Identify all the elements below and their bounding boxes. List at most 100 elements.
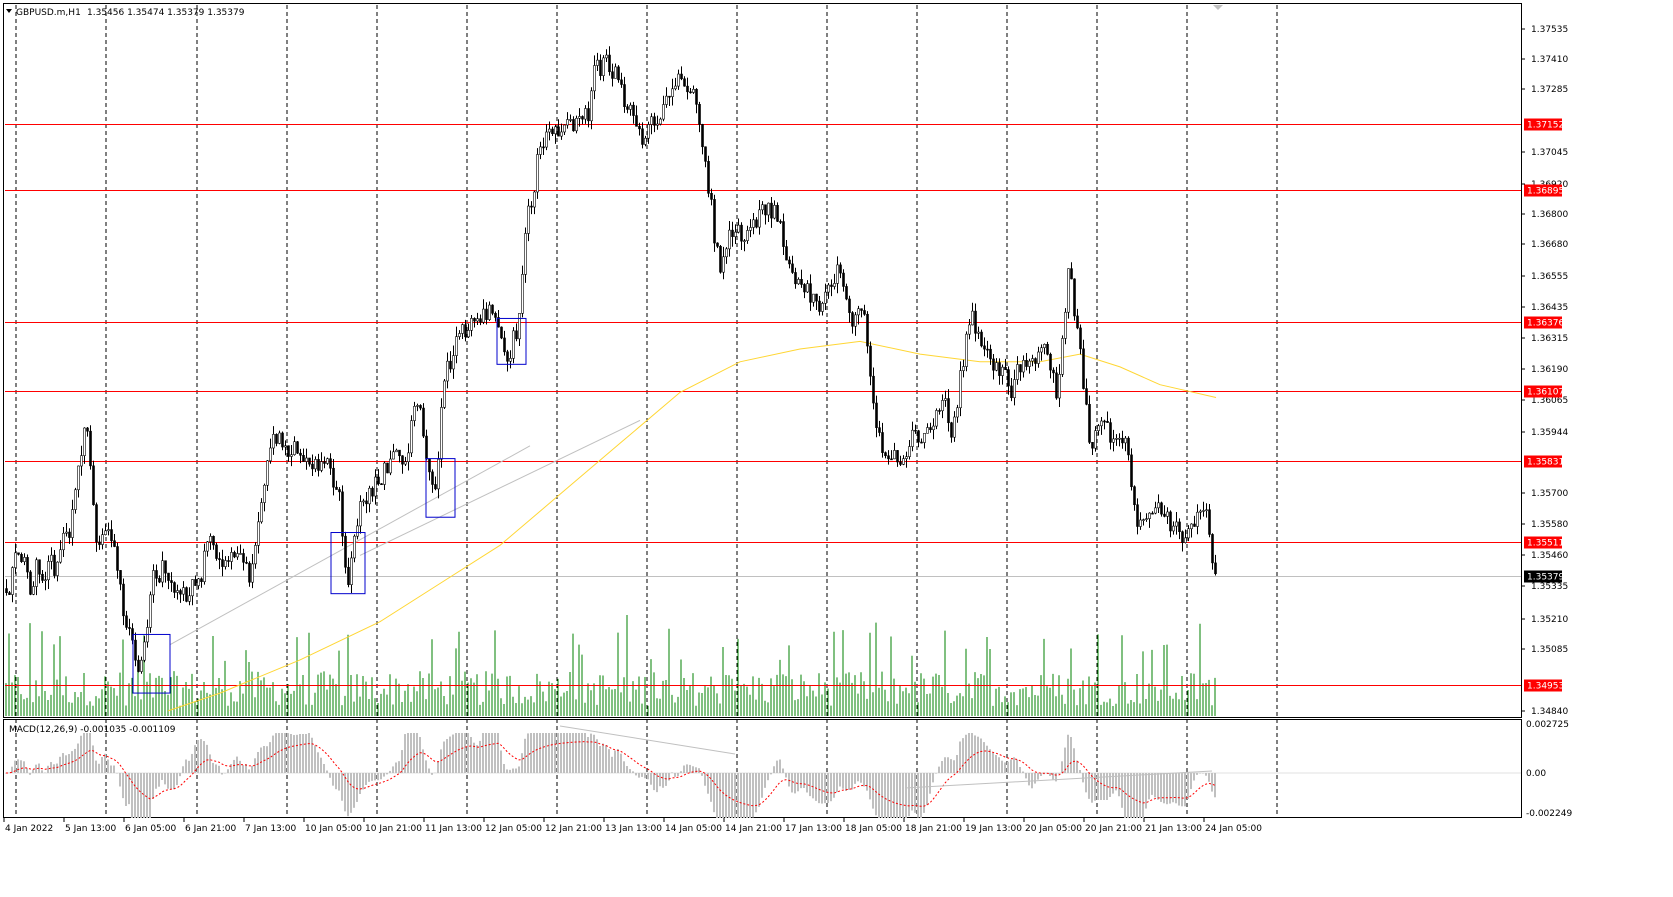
candle-body	[491, 304, 494, 314]
macd-bar	[443, 741, 445, 773]
macd-bar	[431, 773, 433, 775]
candle-body	[818, 300, 821, 312]
macd-bar	[413, 733, 415, 773]
candle-body	[791, 263, 794, 273]
macd-bar	[449, 736, 451, 773]
macd-bar	[323, 764, 325, 773]
macd-bar	[956, 755, 958, 773]
zone-box	[425, 458, 456, 518]
macd-bar	[896, 773, 898, 818]
macd-bar	[527, 733, 529, 773]
macd-bar	[1193, 773, 1195, 781]
candles	[5, 46, 1217, 674]
zone-boxes[interactable]	[132, 317, 527, 694]
macd-bar	[938, 766, 940, 773]
macd-bar	[197, 740, 199, 773]
candle-body	[68, 531, 71, 538]
candle-body	[236, 553, 239, 558]
macd-bar	[1022, 771, 1024, 773]
macd-bar	[419, 737, 421, 773]
macd-tick-label: 0.002725	[1526, 720, 1569, 730]
candle-body	[578, 116, 581, 119]
macd-frame	[3, 719, 1522, 818]
candle-body	[785, 246, 788, 261]
candle-body	[446, 360, 449, 382]
macd-bar	[899, 773, 901, 818]
macd-bar	[812, 773, 814, 799]
candle-body	[779, 221, 782, 223]
candle-body	[500, 326, 503, 339]
horizontal-levels[interactable]	[5, 124, 1521, 686]
macd-bar	[47, 765, 49, 773]
macd-bar	[779, 759, 781, 773]
candle-body	[335, 486, 338, 490]
candle-body	[1010, 385, 1013, 399]
macd-bar	[248, 769, 250, 773]
candle-body	[890, 458, 893, 461]
candle-body	[437, 458, 440, 490]
candle-body	[494, 313, 497, 318]
candle-body	[62, 532, 65, 551]
macd-bar	[830, 773, 832, 802]
candle-body	[962, 366, 965, 371]
macd-bar	[908, 773, 910, 817]
macd-bar	[695, 767, 697, 773]
macd-bar	[1037, 773, 1039, 780]
price-tick-label: 1.35700	[1531, 489, 1568, 499]
menu-arrow-icon[interactable]	[6, 9, 12, 13]
candle-body	[665, 95, 668, 105]
candle-body	[776, 204, 779, 222]
macd-bar	[500, 750, 502, 773]
macd-bar	[629, 769, 631, 773]
candle-body	[197, 578, 200, 586]
candle-body	[512, 330, 515, 359]
candle-body	[401, 455, 404, 465]
macd-bar	[794, 773, 796, 794]
macd-bar	[410, 733, 412, 773]
macd-bar	[860, 773, 862, 783]
macd-bar	[143, 773, 145, 818]
candle-body	[845, 286, 848, 300]
macd-bar	[29, 773, 31, 775]
candle-body	[329, 458, 332, 469]
macd-bar	[638, 773, 640, 778]
macd-bar	[854, 773, 856, 784]
macd-bar	[257, 752, 259, 773]
candle-body	[992, 358, 995, 371]
macd-bar	[944, 757, 946, 773]
candle-body	[74, 489, 77, 510]
macd-bar	[1034, 773, 1036, 784]
candle-body	[809, 283, 812, 303]
macd-bar	[902, 773, 904, 818]
macd-bar	[911, 773, 913, 811]
candle-body	[905, 456, 908, 459]
candle-body	[1160, 502, 1163, 515]
trend-lines[interactable]	[169, 419, 641, 646]
macd-bar	[974, 735, 976, 773]
candle-body	[620, 79, 623, 85]
candle-body	[1166, 511, 1169, 517]
candle-body	[773, 204, 776, 219]
candle-body	[1208, 509, 1211, 535]
macd-bar	[845, 773, 847, 791]
price-tick-label: 1.37410	[1531, 55, 1568, 65]
level-tag	[1524, 455, 1562, 468]
scroll-marker-icon[interactable]	[1213, 5, 1223, 10]
candle-body	[395, 449, 398, 453]
macd-bar	[440, 749, 442, 773]
candle-body	[1052, 369, 1055, 374]
macd-bar	[575, 733, 577, 773]
candle-body	[782, 221, 785, 247]
candle-body	[518, 313, 521, 340]
candle-body	[404, 461, 407, 465]
candle-body	[506, 351, 509, 362]
level-tag	[1524, 184, 1562, 197]
current-price-tag	[1524, 570, 1562, 583]
macd-bar	[647, 773, 649, 780]
candle-body	[392, 451, 395, 460]
macd-bar	[680, 771, 682, 773]
macd-bar	[242, 765, 244, 773]
candle-body	[956, 407, 959, 418]
